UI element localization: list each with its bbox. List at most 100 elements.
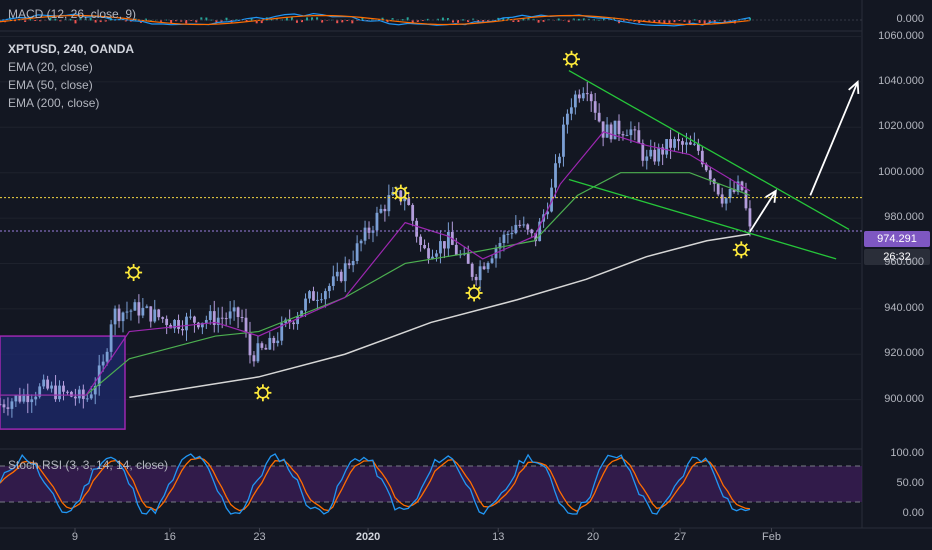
- candle-body: [18, 395, 22, 402]
- candle-body: [498, 243, 502, 249]
- candle-body: [454, 244, 458, 255]
- candle-body: [280, 323, 284, 341]
- macd-histogram-bar: [542, 20, 545, 22]
- macd-histogram-bar: [628, 20, 631, 22]
- candle-body: [407, 198, 411, 206]
- candle-body: [661, 147, 665, 155]
- macd-histogram-bar: [406, 17, 409, 21]
- macd-histogram-bar: [104, 20, 107, 22]
- price-tick-label: 1000.000: [878, 165, 924, 178]
- macd-histogram-bar: [255, 20, 258, 24]
- macd-histogram-bar: [306, 17, 309, 21]
- candle-body: [137, 302, 141, 316]
- sun-marker-icon: [257, 387, 269, 399]
- candle-body: [113, 308, 117, 325]
- macd-histogram-bar: [260, 20, 263, 24]
- candle-body: [569, 107, 573, 114]
- candle-body: [665, 139, 669, 155]
- candle-body: [744, 190, 748, 209]
- candle-body: [625, 135, 629, 137]
- candle-body: [105, 351, 109, 362]
- candle-body: [0, 404, 2, 406]
- candle-body: [224, 318, 228, 320]
- candle-body: [728, 188, 732, 199]
- candle-body: [689, 142, 692, 145]
- candle-body: [685, 142, 688, 145]
- macd-histogram-bar: [250, 18, 253, 21]
- macd-histogram-bar: [366, 20, 369, 21]
- candle-body: [633, 129, 637, 131]
- candle-body: [288, 319, 292, 323]
- candle-body: [589, 94, 593, 102]
- candle-body: [490, 258, 494, 263]
- macd-histogram-bar: [698, 20, 701, 23]
- candle-body: [562, 124, 565, 157]
- candle-body: [482, 266, 486, 270]
- macd-histogram-bar: [743, 18, 746, 21]
- macd-histogram-bar: [124, 20, 127, 22]
- candle-body: [268, 337, 272, 350]
- candle-body: [506, 233, 510, 235]
- macd-histogram-bar: [54, 18, 57, 21]
- price-tick-label: 960.000: [884, 256, 924, 269]
- macd-histogram-bar: [386, 20, 389, 23]
- macd-histogram-bar: [517, 20, 520, 23]
- candle-body: [296, 316, 299, 325]
- candle-body: [613, 120, 617, 140]
- macd-histogram-bar: [597, 19, 600, 21]
- macd-histogram-bar: [69, 18, 72, 21]
- macd-histogram-bar: [245, 20, 248, 22]
- candle-body: [264, 347, 268, 350]
- macd-histogram-bar: [648, 20, 651, 23]
- candle-body: [621, 134, 625, 136]
- candle-body: [692, 143, 696, 145]
- candle-body: [474, 276, 478, 281]
- macd-histogram-bar: [210, 19, 213, 21]
- candle-body: [486, 262, 490, 270]
- candle-body: [101, 361, 105, 366]
- candle-body: [510, 233, 514, 235]
- macd-histogram-bar: [175, 20, 178, 22]
- macd-histogram-bar: [165, 19, 168, 21]
- candle-body: [66, 391, 69, 393]
- candle-body: [677, 139, 680, 142]
- candle-body: [581, 93, 585, 99]
- candle-body: [470, 263, 474, 277]
- candle-body: [538, 221, 542, 242]
- macd-histogram-bar: [411, 20, 414, 24]
- time-tick-label: 23: [253, 531, 266, 543]
- macd-histogram-bar: [462, 19, 465, 21]
- candle-body: [609, 124, 613, 140]
- candle-body: [736, 181, 740, 193]
- ema20-legend: EMA (20, close): [8, 60, 93, 74]
- candle-body: [30, 399, 34, 403]
- candle-body: [605, 124, 609, 138]
- candle-body: [6, 407, 10, 409]
- candle-body: [427, 248, 430, 259]
- macd-histogram-bar: [426, 18, 429, 21]
- macd-histogram-bar: [673, 20, 676, 23]
- candle-body: [10, 401, 14, 409]
- price-tick-label: 940.000: [884, 301, 924, 314]
- candle-body: [256, 343, 260, 362]
- candle-body: [196, 322, 200, 328]
- price-tick-label: 1060.000: [878, 29, 924, 42]
- candle-body: [403, 198, 407, 202]
- candle-body: [522, 224, 526, 226]
- candle-body: [566, 113, 569, 125]
- stoch-tick-label: 50.00: [896, 477, 924, 489]
- macd-histogram-bar: [285, 17, 288, 21]
- time-tick-label: 13: [492, 531, 505, 543]
- candle-body: [228, 311, 232, 319]
- macd-histogram-bar: [185, 20, 188, 24]
- candle-body: [208, 311, 212, 320]
- macd-histogram-bar: [290, 17, 293, 21]
- ema200-legend: EMA (200, close): [8, 96, 100, 110]
- candle-body: [276, 340, 280, 344]
- time-tick-label: 27: [673, 531, 687, 543]
- macd-histogram-bar: [562, 20, 565, 21]
- candle-body: [161, 317, 165, 319]
- sun-marker-icon: [395, 187, 407, 199]
- price-tick-label: 900.000: [884, 392, 924, 405]
